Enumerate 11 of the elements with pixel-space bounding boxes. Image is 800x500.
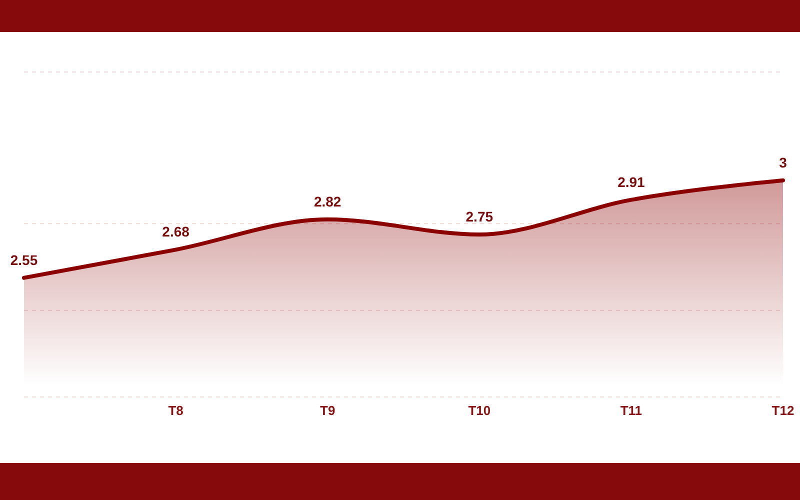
data-label: 2.82 [314,193,342,210]
data-label: 2.68 [162,224,190,240]
data-label: 2.91 [618,174,646,190]
x-tick-label: T10 [468,403,491,418]
x-tick-label: T12 [772,403,794,418]
data-label: 2.75 [466,208,494,224]
x-tick-label: T9 [320,403,336,418]
x-tick-label: T11 [620,403,642,418]
data-label: 2.55 [10,252,38,268]
data-label: 3 [779,154,788,170]
x-tick-label: T8 [168,403,184,418]
